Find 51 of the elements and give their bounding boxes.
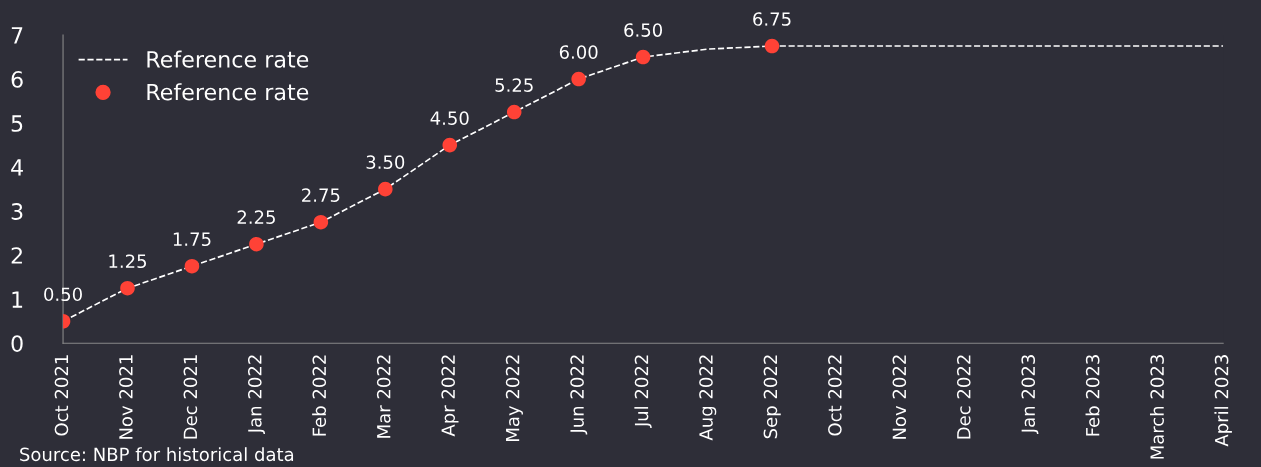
x-tick-label: Dec 2022 [956,355,971,439]
x-tick-label: March 2023 [1149,355,1164,459]
legend-label: Reference rate [147,83,309,101]
legend-label: Reference rate [147,50,309,68]
data-label: 4.50 [430,111,469,125]
point [313,214,329,230]
y-tick-label: 2 [11,247,22,264]
y-tick-label: 4 [11,159,23,176]
y-tick-label: 3 [11,203,23,220]
x-tick-label: Oct 2022 [828,355,842,436]
data-label: 3.50 [366,155,405,169]
x-tick-label: Nov 2021 [119,355,133,439]
data-label: 6.50 [624,23,663,37]
data-label: 6.75 [753,12,791,26]
x-tick-label: Jan 2022 [247,355,265,435]
y-tick-label: 7 [11,27,23,44]
y-tick-label: 1 [12,291,23,308]
x-tick-label: Feb 2022 [312,355,327,436]
data-label: 2.75 [302,188,340,202]
data-label: 0.50 [44,287,82,302]
point [764,38,780,54]
data-label: 5.25 [495,78,533,92]
x-tick-label: Feb 2023 [1085,355,1100,436]
x-tick-label: Aug 2022 [699,355,717,441]
x-tick-label: Oct 2021 [54,355,69,436]
x-tick-label: Mar 2022 [376,355,391,438]
x-tick-label: Jun 2022 [570,355,588,435]
data-label: 1.75 [173,232,211,247]
point [506,104,522,120]
x-tick-label: April 2023 [1214,355,1232,447]
point [120,280,135,296]
x-tick-label: Sep 2022 [763,355,781,439]
point [184,258,200,274]
data-label: 1.25 [109,254,147,269]
point [571,71,586,87]
x-tick-label: Dec 2021 [183,355,198,439]
x-tick-label: May 2022 [505,355,523,441]
data-label: 6.00 [559,45,598,59]
point [249,236,264,252]
x-tick-label: Nov 2022 [892,355,907,439]
point [442,137,458,153]
point [378,181,393,197]
y-tick-label: 5 [11,115,23,132]
data-label: 2.25 [237,210,275,225]
x-tick-label: Apr 2022 [441,355,459,437]
y-tick-label: 0 [11,335,23,352]
y-tick-label: 6 [11,71,23,88]
source-note: Source: NBP for historical data [20,447,294,462]
point [635,49,651,65]
x-tick-label: Jan 2023 [1021,355,1039,435]
x-tick-label: Jul 2022 [634,355,652,429]
